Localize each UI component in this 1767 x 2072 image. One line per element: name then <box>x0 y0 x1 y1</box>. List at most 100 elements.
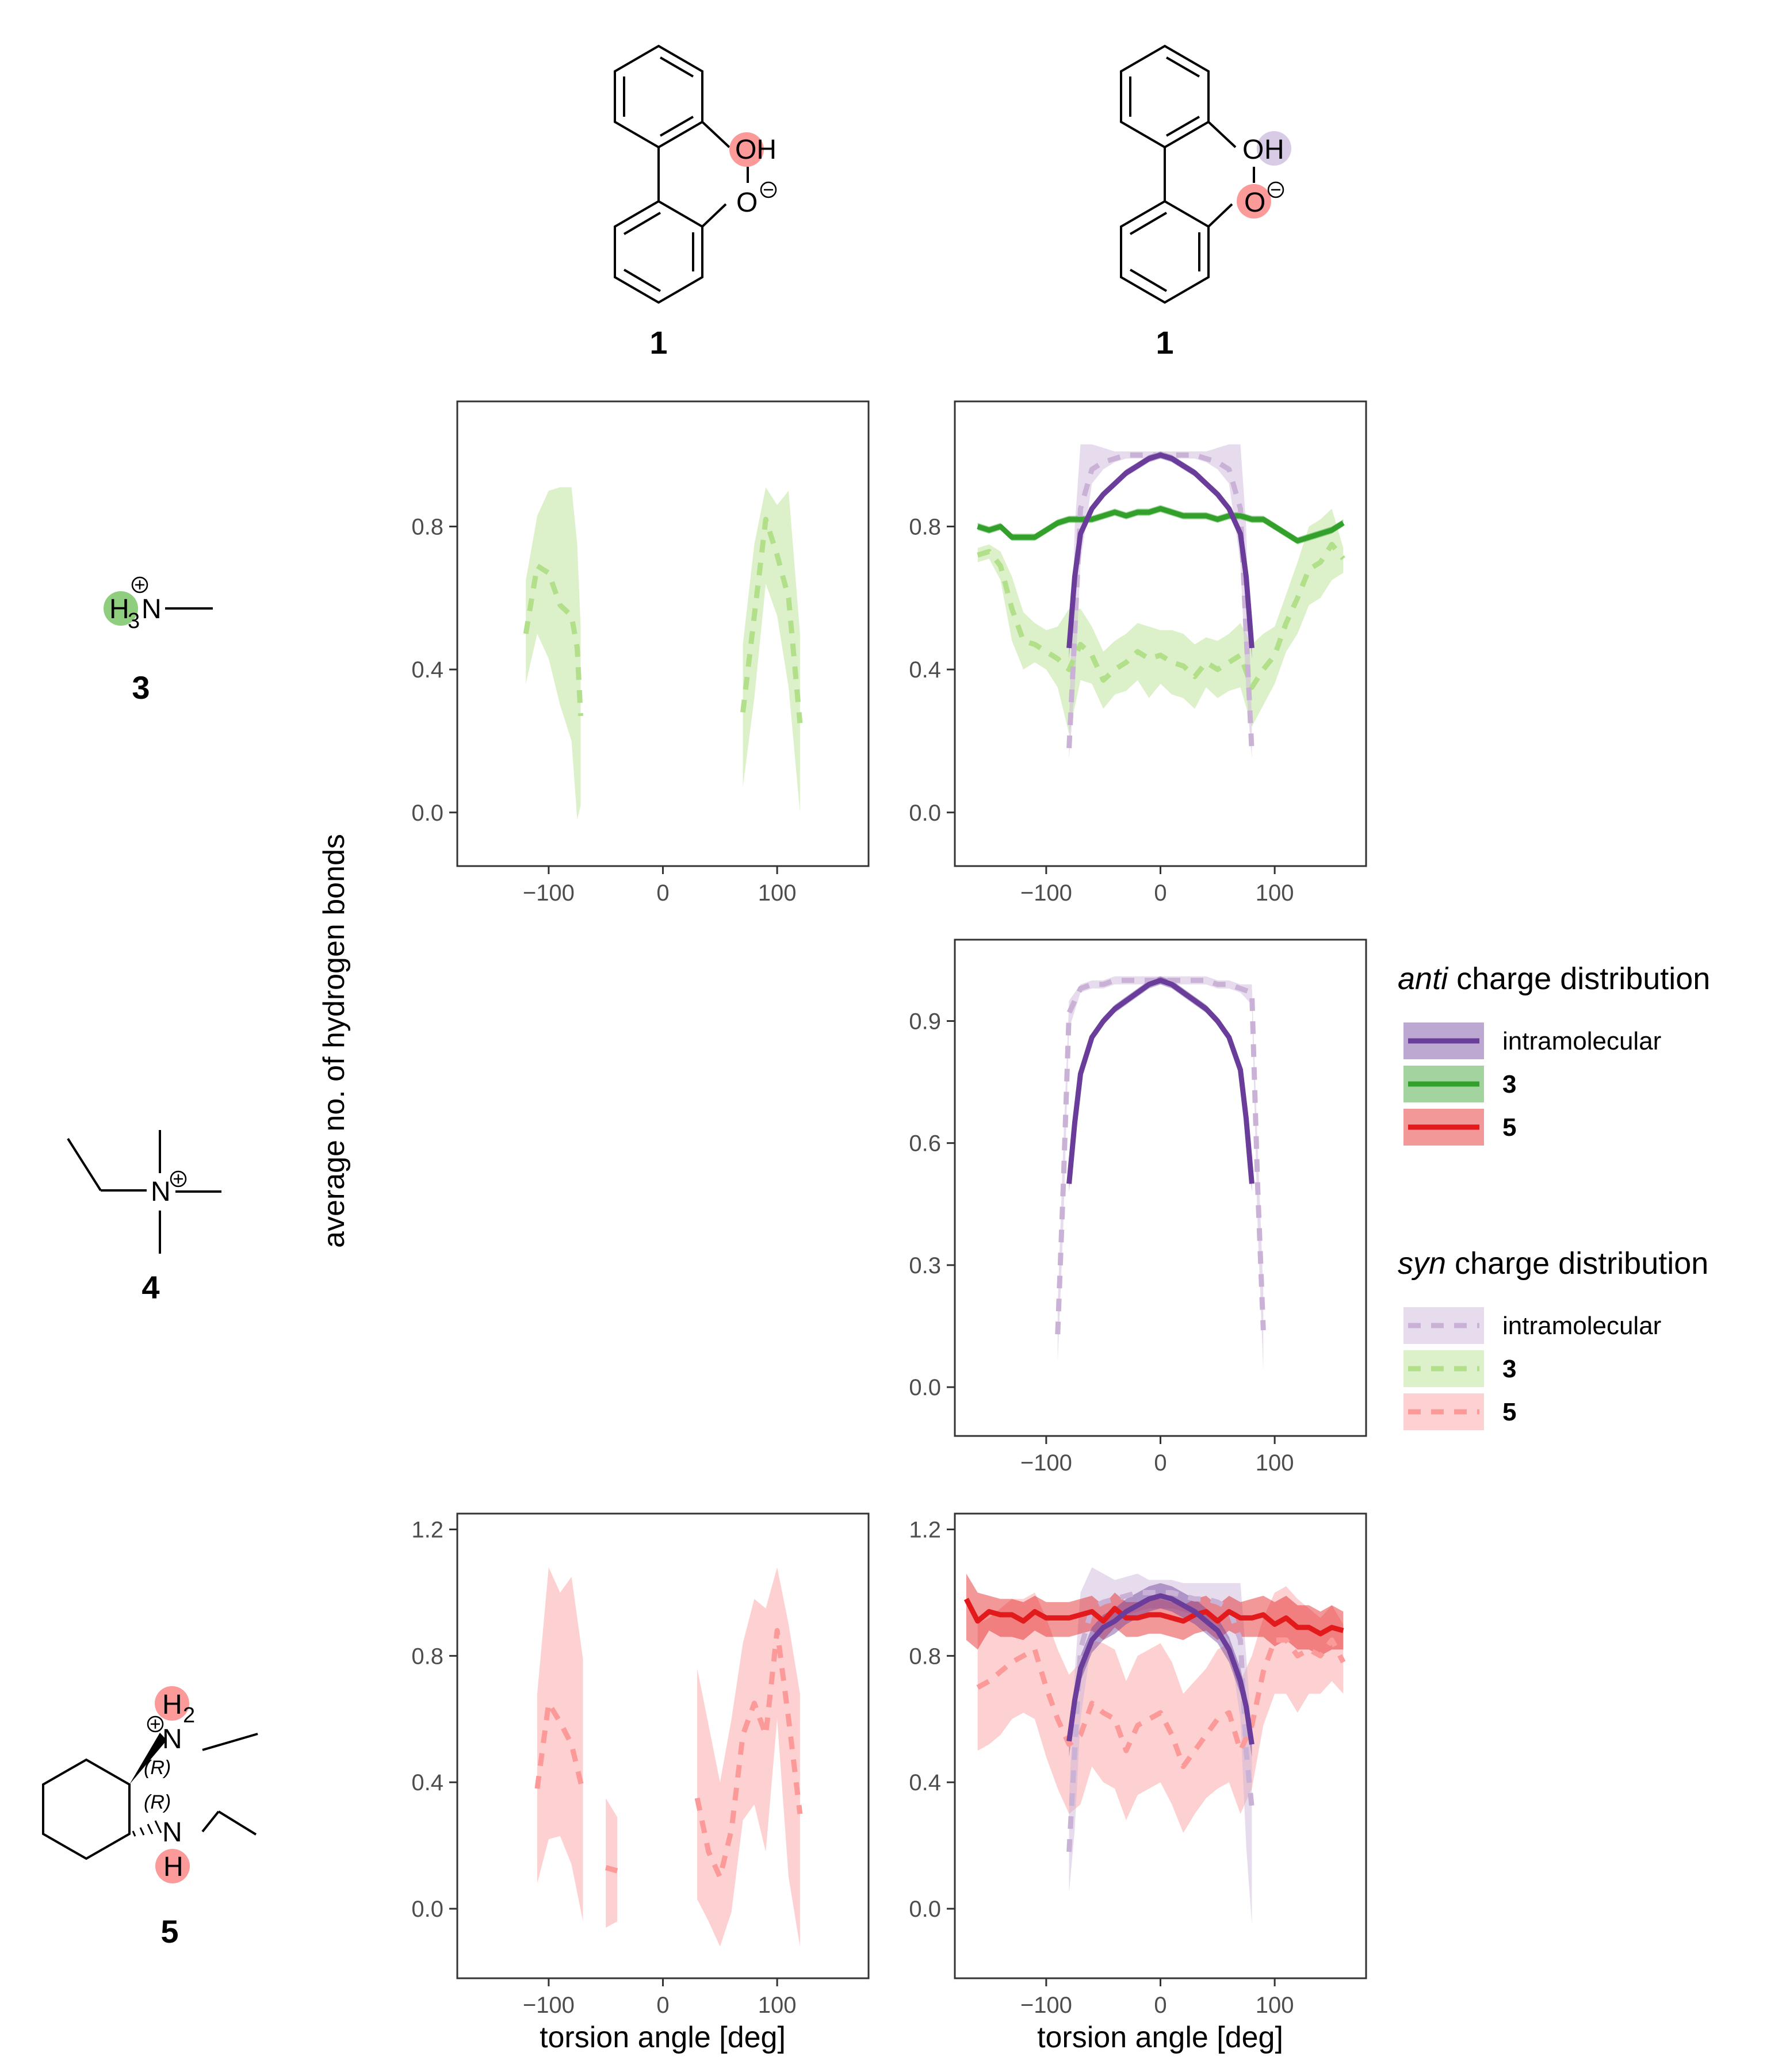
panel-frame <box>954 939 1367 1437</box>
compound-label-1-syn: 1 <box>649 324 667 361</box>
plus-charge-icon <box>131 576 148 593</box>
line-syn-5-1 <box>605 1865 618 1874</box>
ribbon-syn-5-1 <box>606 1798 618 1928</box>
legend-label: 5 <box>1502 1113 1516 1142</box>
ribbon-syn-3-1 <box>743 487 800 813</box>
legend-key <box>1403 1066 1484 1102</box>
x-axis-title-right: torsion angle [deg] <box>1037 2021 1283 2054</box>
atom-n: N <box>141 594 162 625</box>
line-syn-5-0 <box>534 1701 586 1793</box>
structure-1-anti <box>1120 44 1255 304</box>
line-anti-intramolecular-0 <box>1066 452 1255 649</box>
minus-charge-icon <box>1267 181 1284 198</box>
y-tick-label: 0.6 <box>909 1131 941 1156</box>
legend-label: 3 <box>1502 1355 1516 1383</box>
atom-n-top: N <box>162 1724 182 1755</box>
y-tick-label: 0.0 <box>411 1897 443 1922</box>
line-syn-3-0 <box>977 542 1345 690</box>
stereo-descriptor-bottom: (R) <box>144 1791 171 1813</box>
x-tick-label: 0 <box>656 880 669 906</box>
legend-title: syn charge distribution <box>1398 1246 1708 1281</box>
atom-h-top: H <box>162 1690 182 1720</box>
minus-charge-icon <box>760 181 777 198</box>
panel-row2-anti: 0.0 0.3 0.6 0.9 −100 0 100 <box>909 939 1367 1476</box>
atom-o-anion: O <box>736 187 758 218</box>
panel-row3-syn: 0.0 0.4 0.8 1.2 −100 0 100 <box>411 1512 870 2018</box>
panel-frame <box>456 1512 870 1979</box>
plus-charge-icon <box>170 1170 187 1188</box>
legend-title: anti charge distribution <box>1398 962 1710 996</box>
y-tick-label: 0.9 <box>909 1009 941 1034</box>
atom-h-bottom: H <box>163 1852 183 1882</box>
x-tick-label: 0 <box>1154 1993 1166 2018</box>
highlight-o-red <box>1237 184 1271 219</box>
x-tick-label: 100 <box>1256 880 1294 906</box>
y-tick-label: 0.3 <box>909 1253 941 1278</box>
legend-key <box>1403 1350 1484 1387</box>
x-tick-label: 100 <box>1256 1993 1294 2018</box>
ribbon-syn-5-2 <box>697 1567 800 1947</box>
y-tick-label: 0.4 <box>909 1770 941 1795</box>
ribbon-syn-3-0 <box>526 487 581 820</box>
ribbon-anti-intramolecular-0 <box>1069 451 1252 659</box>
ribbon-anti-intramolecular-0 <box>1069 976 1252 1192</box>
line-anti-intramolecular-0 <box>1066 978 1255 1184</box>
y-tick-label: 0.4 <box>411 1770 443 1795</box>
legend-key <box>1403 1109 1484 1146</box>
atom-o-anion: O <box>1244 187 1265 218</box>
line-syn-3-1 <box>740 516 803 723</box>
x-tick-label: −100 <box>1020 880 1072 906</box>
x-tick-label: −100 <box>523 1993 575 2018</box>
stereo-descriptor-top: (R) <box>144 1757 171 1779</box>
ribbon-syn-3-0 <box>977 508 1344 734</box>
y-tick-label: 1.2 <box>909 1517 941 1542</box>
highlight-h-lavender <box>1257 131 1291 166</box>
panel-row1-anti: 0.0 0.4 0.8 −100 0 100 <box>909 400 1367 906</box>
x-tick-label: 0 <box>656 1993 669 2018</box>
highlight-h-bottom-red <box>155 1849 190 1883</box>
atom-o-hydroxyl: O <box>1242 135 1264 165</box>
legend-key <box>1403 1022 1484 1059</box>
line-anti-3-0 <box>977 506 1345 543</box>
y-tick-label: 0.0 <box>909 801 941 826</box>
y-tick-label: 0.0 <box>411 801 443 826</box>
highlight-oh-red <box>729 132 764 167</box>
atom-n-bottom: N <box>162 1817 182 1848</box>
legend-label: 5 <box>1502 1398 1516 1426</box>
plus-charge-icon <box>147 1715 164 1733</box>
line-anti-5-0 <box>963 1598 1344 1637</box>
compound-label-3: 3 <box>132 669 150 706</box>
x-tick-label: 100 <box>758 1993 797 2018</box>
highlight-h-top-red <box>155 1686 189 1721</box>
compound-label-1-anti: 1 <box>1156 324 1173 361</box>
y-tick-label: 0.4 <box>909 657 941 683</box>
line-anti-intramolecular-0 <box>1066 1593 1255 1745</box>
compound-label-4: 4 <box>141 1269 159 1305</box>
legend-label: intramolecular <box>1502 1027 1661 1055</box>
line-syn-5-0 <box>976 1637 1346 1770</box>
x-tick-label: 0 <box>1154 880 1166 906</box>
ribbon-syn-5-0 <box>977 1586 1344 1833</box>
x-tick-label: 100 <box>758 880 797 906</box>
y-axis-title: average no. of hydrogen bonds <box>318 834 351 1248</box>
atom-oh: OH <box>735 135 777 165</box>
x-tick-label: −100 <box>1020 1450 1072 1476</box>
y-tick-label: 0.8 <box>411 515 443 540</box>
atom-h-hydroxyl: H <box>1264 135 1284 165</box>
y-tick-label: 0.8 <box>411 1644 443 1669</box>
atom-subscript: 2 <box>183 1703 195 1728</box>
ribbon-syn-5-0 <box>537 1567 583 1922</box>
x-tick-label: −100 <box>523 880 575 906</box>
line-syn-3-0 <box>523 563 583 717</box>
x-tick-label: 100 <box>1256 1450 1294 1476</box>
y-tick-label: 0.8 <box>909 515 941 540</box>
legend-label: intramolecular <box>1502 1312 1661 1340</box>
line-syn-intramolecular-0 <box>1055 978 1266 1335</box>
atom-subscript: 3 <box>128 609 140 633</box>
wedge-bond <box>129 1733 167 1784</box>
y-tick-label: 0.8 <box>909 1644 941 1669</box>
legend-key <box>1403 1307 1484 1344</box>
ribbon-syn-intramolecular-0 <box>1069 1567 1252 1925</box>
structure-1-syn <box>614 44 749 304</box>
